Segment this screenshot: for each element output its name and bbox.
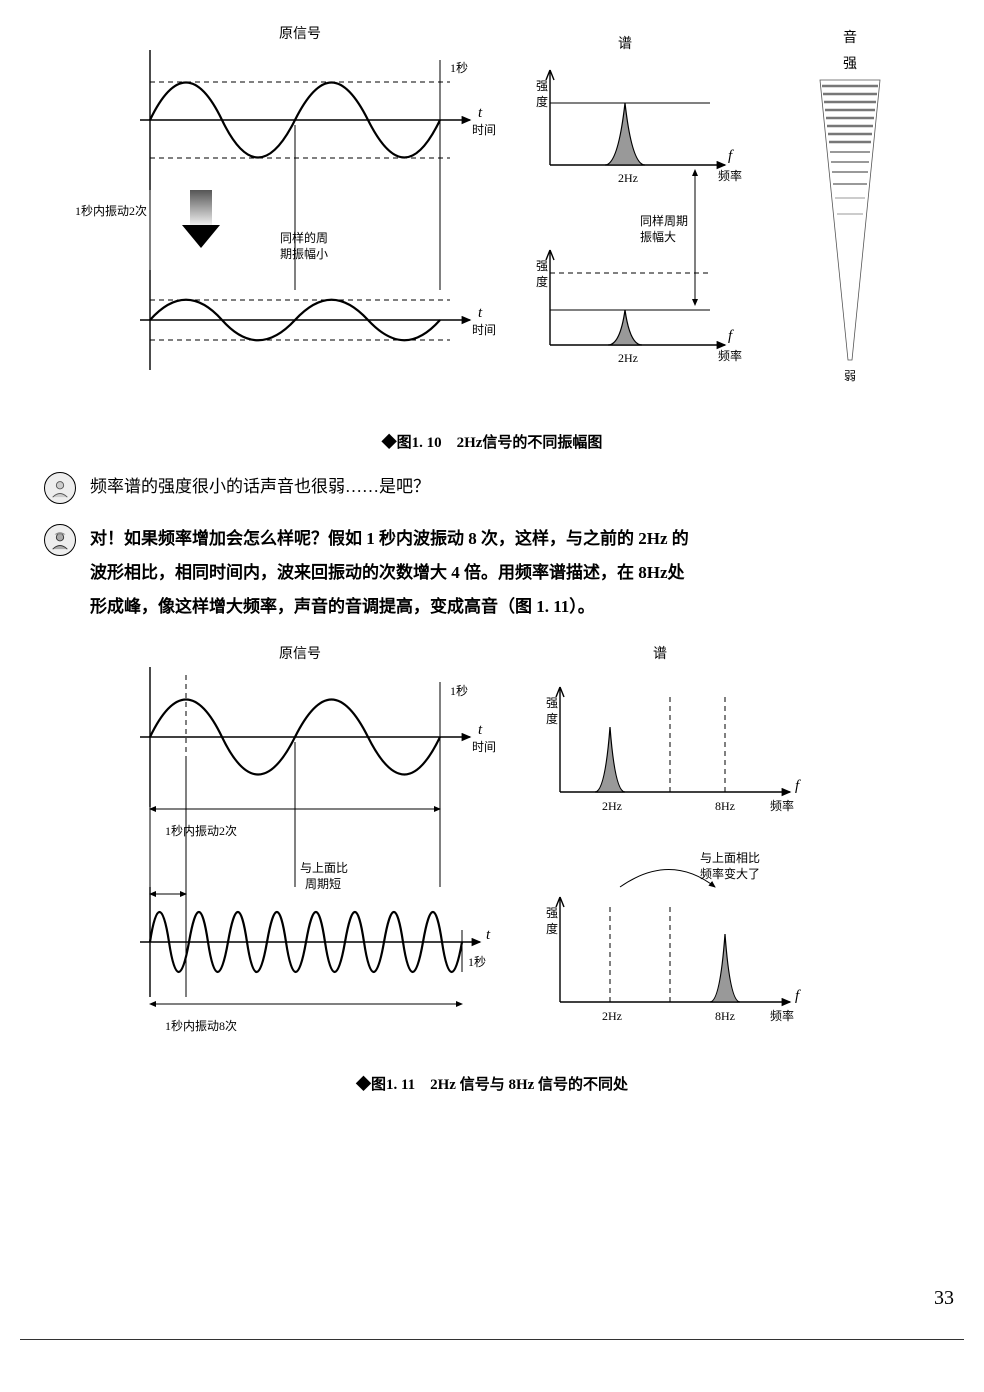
t-axis-bot: t xyxy=(478,305,483,321)
int3: 强 xyxy=(546,696,558,710)
2hz-3: 2Hz xyxy=(602,1009,622,1023)
fig2-caption: ◆图1. 11 2Hz 信号与 8Hz 信号的不同处 xyxy=(20,1073,964,1094)
int1b: 强 xyxy=(536,259,548,273)
freq-lab-bot: 频率 xyxy=(718,348,742,363)
int6: 度 xyxy=(546,921,558,936)
avatar-teacher-icon xyxy=(44,524,76,556)
freql1: 与上面相比 xyxy=(700,851,760,865)
2hz-bot: 2Hz xyxy=(618,351,638,365)
freq2t: 频率 xyxy=(770,798,794,813)
fig1-caption: ◆图1. 10 2Hz信号的不同振幅图 xyxy=(20,431,964,452)
dialog1-text: 频率谱的强度很小的话声音也很弱……是吧？ xyxy=(90,477,430,496)
shorter2: 周期短 xyxy=(305,877,341,891)
bottom-spectrum: 强 度 2Hz f 频率 xyxy=(536,170,742,365)
int5: 强 xyxy=(546,906,558,920)
osc8x: 1秒内振动8次 xyxy=(165,1019,237,1033)
int1: 强 xyxy=(536,79,548,93)
figure-1-10-svg: 原信号 谱 音 强 1秒 t 时间 xyxy=(20,20,920,420)
shorter1: 与上面比 xyxy=(300,861,348,875)
dialog2-line1: 对！如果频率增加会怎么样呢？假如 1 秒内波振动 8 次，这样，与之前的 2Hz… xyxy=(90,529,689,548)
fig2-spectrum-title: 谱 xyxy=(653,646,667,662)
freq-lab-top: 频率 xyxy=(718,168,742,183)
2hz-2: 2Hz xyxy=(602,799,622,813)
time2top: 时间 xyxy=(472,740,496,754)
top-spectrum: 强 度 2Hz f 频率 xyxy=(536,70,742,185)
osc2x: 1秒内振动2次 xyxy=(75,204,147,218)
same-amp-2: 振幅大 xyxy=(640,229,676,244)
same-period-small-2: 期振幅小 xyxy=(280,246,328,261)
time-label-top: 时间 xyxy=(472,123,496,137)
osc2x-2: 1秒内振动2次 xyxy=(165,824,237,838)
same-period-small-1: 同样的周 xyxy=(280,230,328,245)
8hz-2t: 8Hz xyxy=(715,799,735,813)
int2: 度 xyxy=(536,94,548,109)
dialog-2: 对！如果频率增加会怎么样呢？假如 1 秒内波振动 8 次，这样，与之前的 2Hz… xyxy=(90,522,914,624)
same-amp-1: 同样周期 xyxy=(640,213,688,228)
int4: 度 xyxy=(546,711,558,726)
down-arrow-icon xyxy=(182,190,220,248)
avatar-girl-icon xyxy=(44,472,76,504)
freq2b: 频率 xyxy=(770,1008,794,1023)
t-axis-top: t xyxy=(478,105,483,121)
fig1-title: 原信号 xyxy=(279,26,321,42)
t2bot: t xyxy=(486,927,491,943)
dialog-1: 频率谱的强度很小的话声音也很弱……是吧？ xyxy=(90,470,914,504)
freql2: 频率变大了 xyxy=(700,866,760,881)
int2b: 度 xyxy=(536,274,548,289)
fig2-spectrum-top: 强 度 2Hz 8Hz f 频率 xyxy=(546,687,801,813)
dialog2-line3: 形成峰，像这样增大频率，声音的音调提高，变成高音（图 1. 11）。 xyxy=(90,597,595,616)
f2t: f xyxy=(795,778,801,794)
f-axis-bot: f xyxy=(728,328,734,344)
one-sec-top: 1秒 xyxy=(450,61,468,75)
figure-1-11-svg: 原信号 谱 1秒 t 时间 1秒内振动2次 与上面比 xyxy=(20,642,920,1062)
qiang: 强 xyxy=(843,57,857,72)
t2top: t xyxy=(478,722,483,738)
fig1-spectrum-title: 谱 xyxy=(618,36,632,52)
f2b: f xyxy=(795,988,801,1004)
page-number: 33 xyxy=(934,1287,954,1310)
bottom-wave-panel: t 时间 xyxy=(140,270,496,370)
one-sec-2: 1秒 xyxy=(450,684,468,698)
fig2-spectrum-bot: 强 度 2Hz 8Hz f 频率 xyxy=(546,870,801,1024)
yin: 音 xyxy=(843,29,857,46)
one-sec-3: 1秒 xyxy=(468,955,486,969)
time-label-bot: 时间 xyxy=(472,323,496,337)
intensity-cone: 弱 xyxy=(820,80,880,383)
page: 原信号 谱 音 强 1秒 t 时间 xyxy=(20,20,964,1370)
bottom-rule xyxy=(20,1339,964,1340)
fig2-title: 原信号 xyxy=(279,646,321,662)
figure-1-10: 原信号 谱 音 强 1秒 t 时间 xyxy=(20,20,964,452)
f-axis-top: f xyxy=(728,148,734,164)
figure-1-11: 原信号 谱 1秒 t 时间 1秒内振动2次 与上面比 xyxy=(20,642,964,1094)
8hz-3: 8Hz xyxy=(715,1009,735,1023)
weak-label: 弱 xyxy=(844,369,856,383)
dialog2-line2: 波形相比，相同时间内，波来回振动的次数增大 4 倍。用频率谱描述，在 8Hz处 xyxy=(90,563,685,582)
2hz-top: 2Hz xyxy=(618,171,638,185)
